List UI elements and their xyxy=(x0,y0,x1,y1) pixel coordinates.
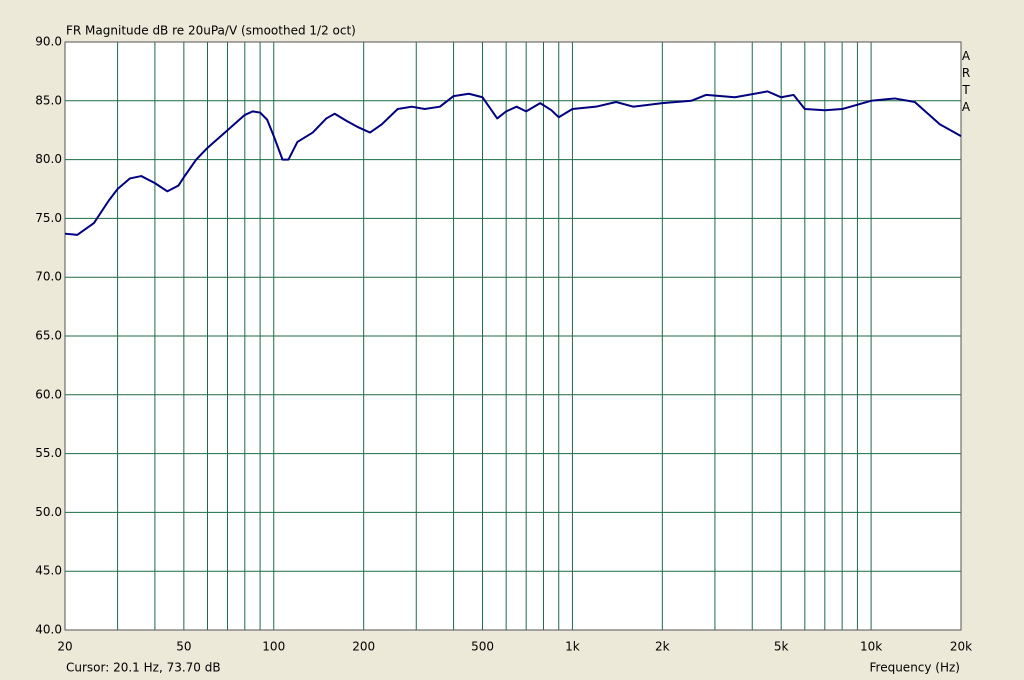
y-tick-label: 50.0 xyxy=(35,505,62,519)
y-tick-label: 90.0 xyxy=(35,35,62,49)
y-tick-label: 65.0 xyxy=(35,329,62,343)
x-tick-label: 20 xyxy=(57,640,72,654)
y-tick-label: 40.0 xyxy=(35,623,62,637)
cursor-readout: Cursor: 20.1 Hz, 73.70 dB xyxy=(66,661,221,675)
x-tick-label: 50 xyxy=(176,640,191,654)
x-tick-label: 10k xyxy=(860,640,882,654)
y-tick-label: 85.0 xyxy=(35,93,62,107)
response-curve xyxy=(64,90,962,236)
y-tick-label: 80.0 xyxy=(35,152,62,166)
y-tick-label: 45.0 xyxy=(35,564,62,578)
x-tick-label: 200 xyxy=(352,640,375,654)
chart-title: FR Magnitude dB re 20uPa/V (smoothed 1/2… xyxy=(66,24,356,38)
x-tick-label: 20k xyxy=(950,640,972,654)
watermark: ARTA xyxy=(959,49,973,117)
y-tick-label: 70.0 xyxy=(35,270,62,284)
x-tick-label: 100 xyxy=(262,640,285,654)
y-tick-label: 55.0 xyxy=(35,446,62,460)
x-tick-label: 500 xyxy=(471,640,494,654)
x-tick-label: 5k xyxy=(774,640,789,654)
y-tick-label: 60.0 xyxy=(35,387,62,401)
x-tick-label: 1k xyxy=(565,640,580,654)
y-tick-label: 75.0 xyxy=(35,211,62,225)
plot-border xyxy=(64,41,962,631)
x-tick-label: 2k xyxy=(655,640,670,654)
x-axis-label: Frequency (Hz) xyxy=(870,661,961,675)
